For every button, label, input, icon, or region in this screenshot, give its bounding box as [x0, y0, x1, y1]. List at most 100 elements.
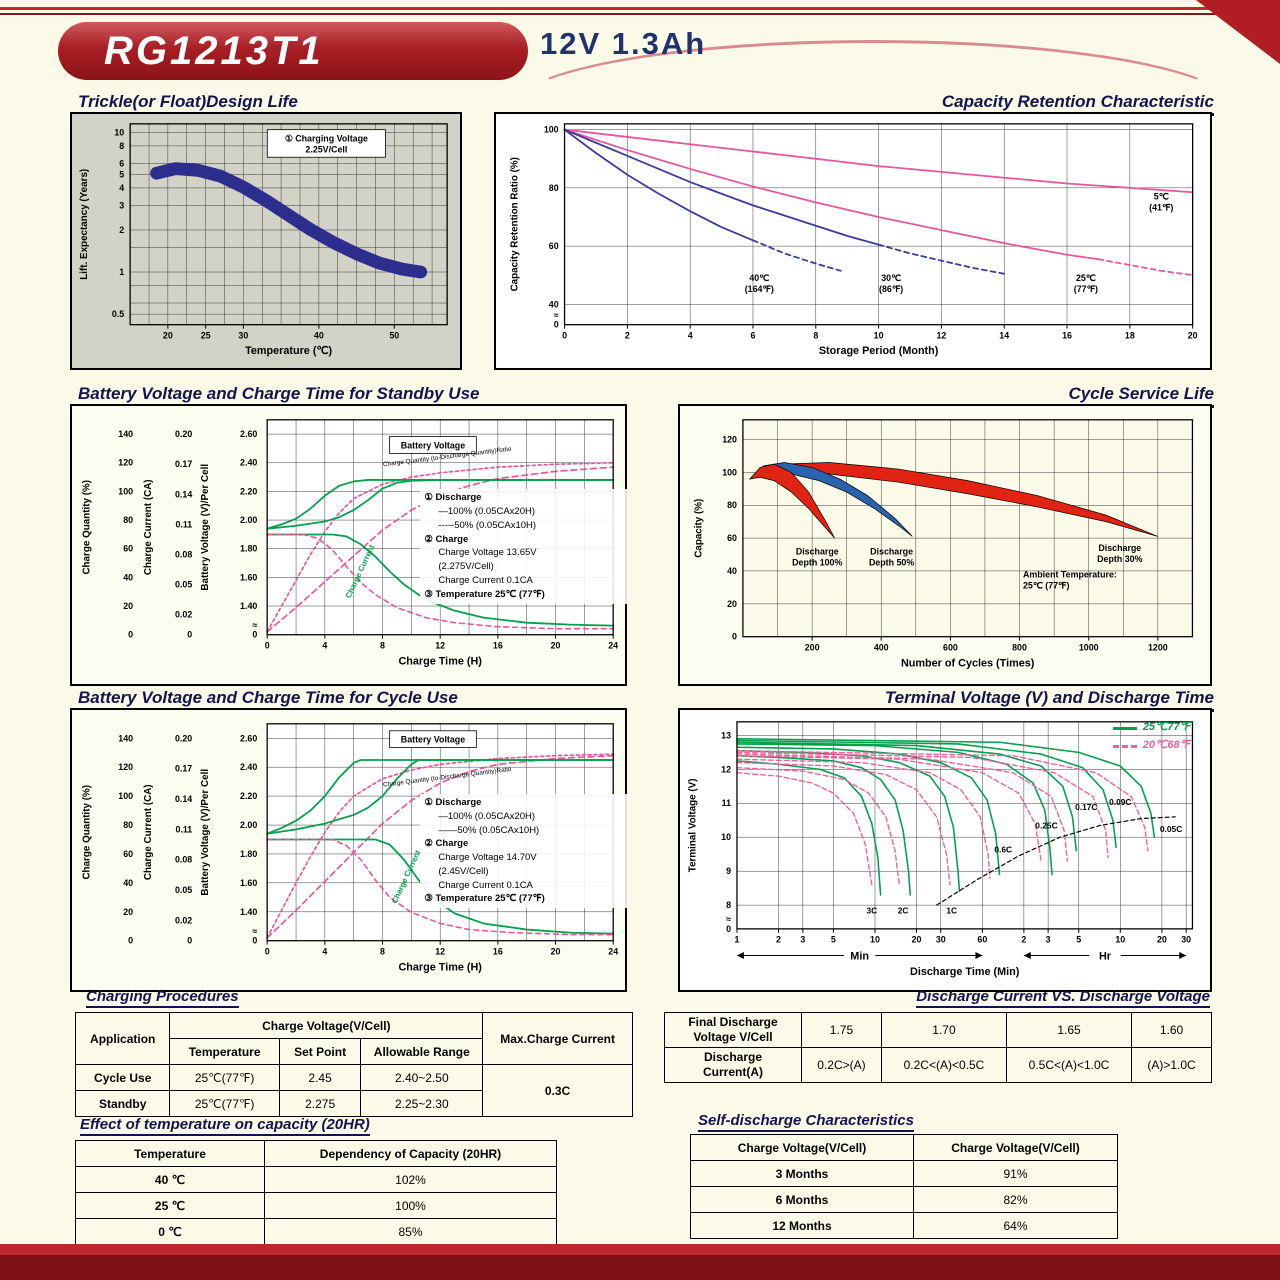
svg-text:0: 0 — [726, 924, 731, 934]
svg-text:0.17: 0.17 — [175, 764, 192, 774]
svg-text:20: 20 — [123, 907, 133, 917]
cell: 0.5C<(A)<1.0C — [1005, 1047, 1133, 1083]
model-badge: RG1213T1 — [58, 22, 528, 80]
footer-bar — [0, 1255, 1280, 1280]
cell: 2.40~2.50 — [360, 1064, 484, 1091]
svg-text:0.08: 0.08 — [175, 549, 192, 559]
cell: Allowable Range — [360, 1038, 484, 1065]
svg-text:18: 18 — [1125, 330, 1135, 340]
cell: 25℃(77℉) — [169, 1090, 280, 1117]
svg-text:13: 13 — [721, 730, 731, 740]
svg-text:1.80: 1.80 — [240, 544, 257, 554]
svg-text:20: 20 — [163, 330, 173, 340]
svg-text:0.05: 0.05 — [175, 885, 192, 895]
svg-text:1C: 1C — [946, 906, 957, 916]
terminal-voltage-plot: 1 2 3 5 10 20 30 60 2 3 5 10 20 3013121110980≈Termina… — [688, 721, 1194, 978]
cell: Discharge Current(A) — [664, 1047, 802, 1083]
svg-text:1: 1 — [735, 935, 740, 945]
svg-text:0.17: 0.17 — [175, 459, 192, 469]
svg-text:2.40: 2.40 — [240, 458, 257, 468]
svg-text:25: 25 — [201, 330, 211, 340]
svg-text:20: 20 — [912, 935, 922, 945]
cell: 25℃(77℉) — [169, 1064, 280, 1091]
cell: Charge Voltage(V/Cell) — [913, 1134, 1118, 1161]
svg-text:140: 140 — [118, 733, 133, 743]
svg-text:Charge Time (H): Charge Time (H) — [398, 655, 482, 667]
self-discharge-table: Charge Voltage(V/Cell) Charge Voltage(V/… — [690, 1134, 1118, 1239]
svg-text:50: 50 — [389, 330, 399, 340]
svg-text:3: 3 — [1046, 935, 1051, 945]
svg-text:40: 40 — [549, 299, 559, 309]
svg-text:10: 10 — [870, 935, 880, 945]
cell: Dependency of Capacity (20HR) — [264, 1140, 557, 1167]
svg-text:80: 80 — [123, 820, 133, 830]
cell: 12 Months — [690, 1212, 914, 1239]
svg-text:60: 60 — [123, 849, 133, 859]
svg-text:0.02: 0.02 — [175, 610, 192, 620]
cell: 64% — [913, 1212, 1118, 1239]
svg-text:60: 60 — [727, 533, 737, 543]
section-title-charging-procedures: Charging Procedures — [86, 988, 239, 1008]
cell: Set Point — [278, 1038, 362, 1065]
terminal-voltage-chart: 1 2 3 5 10 20 30 60 2 3 5 10 20 30 13 12 11 10 9 8 0 ≈ Termina… — [678, 708, 1212, 992]
svg-text:100: 100 — [118, 791, 133, 801]
svg-text:4: 4 — [119, 183, 124, 193]
svg-text:3C: 3C — [867, 906, 878, 916]
svg-text:12: 12 — [936, 330, 946, 340]
svg-text:60: 60 — [549, 241, 559, 251]
svg-text:20: 20 — [727, 599, 737, 609]
svg-text:40: 40 — [314, 330, 324, 340]
cell: 2.45 — [278, 1064, 362, 1091]
svg-text:0.25C: 0.25C — [1035, 821, 1057, 831]
standby-charge-legend: ① Discharge —100% (0.05CAx20H) -----50% (0… — [420, 489, 628, 604]
svg-text:80: 80 — [549, 183, 559, 193]
svg-text:5: 5 — [119, 169, 124, 179]
svg-text:Ambient Temperature:25℃ (77℉): Ambient Temperature: 25℃ (77℉) — [1023, 570, 1117, 591]
footer-accent-bar — [0, 1244, 1280, 1255]
top-accent-line-1 — [0, 7, 1280, 10]
svg-text:0.11: 0.11 — [175, 824, 192, 834]
svg-text:0: 0 — [187, 630, 192, 640]
svg-text:140: 140 — [118, 429, 133, 439]
svg-text:2: 2 — [625, 330, 630, 340]
svg-text:0.05C: 0.05C — [1160, 824, 1182, 834]
svg-text:30℃(86℉): 30℃ (86℉) — [879, 273, 903, 294]
cell: Charge Voltage(V/Cell) — [169, 1012, 484, 1039]
cell: 6 Months — [690, 1186, 914, 1213]
svg-text:0: 0 — [732, 632, 737, 642]
section-title-discharge-vs-voltage: Discharge Current VS. Discharge Voltage — [916, 988, 1210, 1008]
svg-text:0: 0 — [554, 320, 559, 330]
svg-text:24: 24 — [608, 947, 618, 957]
svg-text:1200: 1200 — [1148, 642, 1168, 652]
svg-text:2.00: 2.00 — [240, 515, 257, 525]
svg-text:12: 12 — [435, 641, 445, 651]
svg-text:Storage Period (Month): Storage Period (Month) — [819, 345, 939, 357]
svg-text:16: 16 — [493, 641, 503, 651]
svg-text:80: 80 — [123, 515, 133, 525]
svg-text:Battery Voltage: Battery Voltage — [401, 735, 465, 745]
cell: 40 ℃ — [75, 1166, 265, 1193]
svg-text:5: 5 — [1076, 935, 1081, 945]
svg-text:8: 8 — [119, 141, 124, 151]
cell: 0 ℃ — [75, 1218, 265, 1245]
svg-text:2.60: 2.60 — [240, 429, 257, 439]
cell: Cycle Use — [74, 1064, 171, 1091]
svg-text:0.20: 0.20 — [175, 429, 192, 439]
svg-text:40℃(164℉): 40℃ (164℉) — [745, 273, 774, 294]
banner-arc — [510, 40, 1236, 176]
cell: Application — [74, 1012, 171, 1065]
svg-text:0.11: 0.11 — [175, 519, 192, 529]
corner-swoosh — [1196, 0, 1280, 64]
svg-text:16: 16 — [1062, 330, 1072, 340]
svg-text:≈: ≈ — [554, 310, 559, 320]
section-title-temp-capacity: Effect of temperature on capacity (20HR) — [80, 1116, 370, 1136]
trickle-design-life-chart: 20 25 30 40 50 10 8 6 5 4 3 2 1 0.5 Lift. Expectancy (… — [70, 112, 462, 370]
cell: 85% — [264, 1218, 557, 1245]
cell: 1.70 — [880, 1012, 1007, 1048]
svg-text:14: 14 — [999, 330, 1009, 340]
svg-text:0.17C: 0.17C — [1075, 802, 1097, 812]
svg-text:Temperature (℃): Temperature (℃) — [245, 345, 332, 357]
